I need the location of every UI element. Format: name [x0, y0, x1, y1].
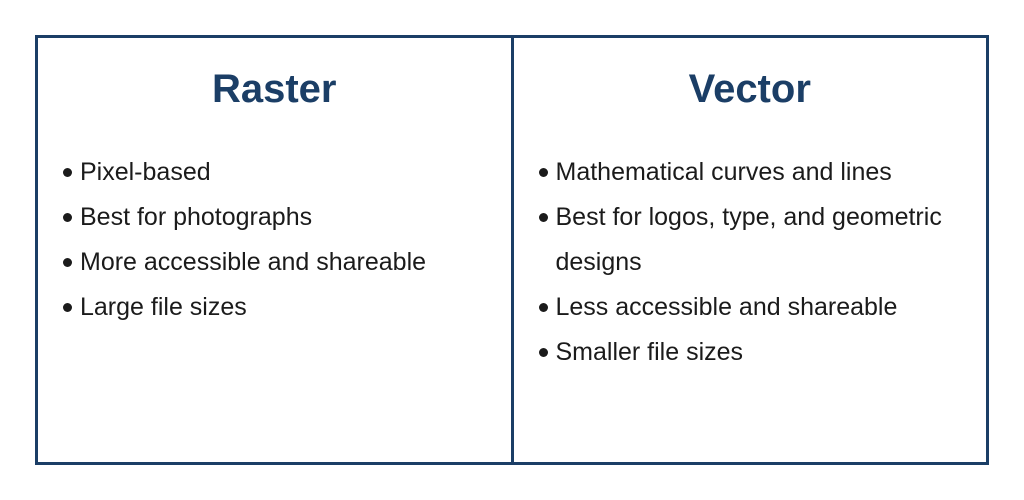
vector-item-logos-type: Best for logos, type, and geometric desi…	[536, 195, 975, 285]
vector-item-curves-lines: Mathematical curves and lines	[536, 150, 975, 195]
raster-list: Pixel-based Best for photographs More ac…	[60, 150, 499, 330]
vector-column: Vector Mathematical curves and lines Bes…	[510, 38, 987, 462]
comparison-table: Raster Pixel-based Best for photographs …	[35, 35, 989, 465]
raster-column: Raster Pixel-based Best for photographs …	[38, 38, 511, 462]
raster-item-photographs: Best for photographs	[60, 195, 499, 240]
vector-item-accessibility: Less accessible and shareable	[536, 285, 975, 330]
raster-item-pixel-based: Pixel-based	[60, 150, 499, 195]
vector-title: Vector	[688, 67, 811, 111]
raster-item-file-size: Large file sizes	[60, 285, 499, 330]
raster-title: Raster	[211, 67, 337, 111]
raster-item-accessibility: More accessible and shareable	[60, 240, 499, 285]
vector-list: Mathematical curves and lines Best for l…	[536, 150, 975, 375]
vector-item-file-size: Smaller file sizes	[536, 330, 975, 375]
